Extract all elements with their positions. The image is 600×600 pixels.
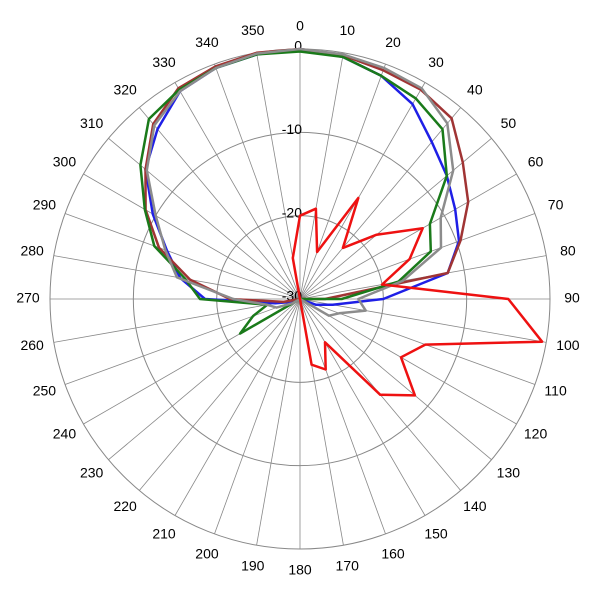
spoke: [299, 298, 386, 535]
spoke: [299, 213, 536, 300]
angle-label: 60: [528, 154, 544, 170]
spoke: [174, 82, 301, 300]
spoke: [214, 298, 301, 535]
spoke: [108, 298, 301, 461]
angle-label: 220: [113, 498, 137, 514]
angle-label: 350: [241, 22, 265, 38]
spoke: [299, 298, 492, 461]
angle-label: 230: [80, 465, 104, 481]
spoke: [138, 107, 301, 300]
angle-label: 120: [524, 426, 548, 442]
spoke: [299, 173, 517, 300]
angle-label: 340: [195, 34, 219, 50]
spoke: [174, 298, 301, 516]
angle-label: 70: [548, 197, 564, 213]
angle-label: 50: [501, 115, 517, 131]
angle-label: 240: [53, 426, 77, 442]
angle-label: 270: [16, 290, 40, 306]
angle-label: 290: [33, 197, 57, 213]
angle-label: 130: [497, 465, 521, 481]
spoke: [299, 52, 344, 300]
spoke: [64, 213, 301, 300]
spoke: [53, 298, 301, 343]
radial-label: -20: [282, 204, 302, 220]
angle-label: 20: [385, 34, 401, 50]
series-line: [144, 47, 470, 304]
radial-label: 0: [294, 38, 302, 54]
angle-label: 170: [336, 558, 360, 574]
ring: [132, 131, 468, 467]
series-line: [144, 47, 461, 307]
spoke: [299, 298, 517, 425]
angle-label: 210: [152, 525, 176, 541]
angle-label: 110: [544, 383, 567, 399]
angle-label: 90: [564, 290, 580, 306]
spoke: [299, 107, 462, 300]
spoke: [83, 173, 301, 300]
spoke: [299, 137, 492, 300]
angle-label: 10: [339, 22, 355, 38]
angle-label: 250: [33, 383, 57, 399]
angle-label: 200: [195, 545, 219, 561]
spoke: [138, 298, 301, 491]
spoke: [299, 82, 426, 300]
angle-label: 0: [296, 18, 304, 34]
spoke: [299, 298, 547, 343]
angle-label: 100: [556, 337, 580, 353]
angle-label: 140: [463, 498, 487, 514]
spoke: [299, 298, 426, 516]
angle-label: 320: [113, 81, 137, 97]
angle-label: 180: [288, 562, 312, 578]
angle-label: 260: [20, 337, 44, 353]
angle-label: 150: [424, 525, 448, 541]
spoke: [214, 63, 301, 300]
radial-label: -10: [282, 121, 302, 137]
angle-label: 30: [428, 54, 444, 70]
angle-label: 80: [560, 242, 576, 258]
angle-label: 310: [80, 115, 104, 131]
angle-label: 160: [381, 545, 405, 561]
angle-label: 300: [53, 154, 77, 170]
spoke: [64, 298, 301, 385]
angle-label: 40: [467, 81, 483, 97]
spoke: [299, 63, 386, 300]
series-line: [291, 196, 544, 397]
angle-label: 330: [152, 54, 176, 70]
angle-label: 190: [241, 558, 265, 574]
spoke: [256, 298, 301, 546]
angle-label: 280: [20, 242, 44, 258]
series-line: [139, 50, 449, 335]
